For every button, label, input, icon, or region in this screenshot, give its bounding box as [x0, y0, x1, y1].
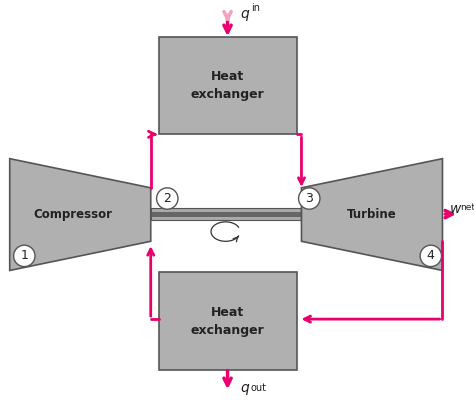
Text: 4: 4 — [427, 249, 435, 262]
Text: 3: 3 — [305, 192, 313, 205]
Text: $q$: $q$ — [240, 8, 250, 23]
Circle shape — [420, 245, 441, 266]
Bar — [151, 212, 301, 216]
Circle shape — [299, 188, 320, 209]
Text: net: net — [460, 203, 474, 212]
Text: Compressor: Compressor — [34, 208, 112, 220]
Polygon shape — [10, 159, 151, 270]
Polygon shape — [301, 159, 442, 270]
Text: 1: 1 — [20, 249, 28, 262]
Bar — [151, 208, 301, 220]
Bar — [158, 37, 297, 134]
Text: Turbine: Turbine — [346, 208, 396, 220]
Text: $q$: $q$ — [240, 382, 250, 397]
Bar — [158, 272, 297, 370]
Text: $w$: $w$ — [449, 202, 463, 216]
Text: in: in — [251, 3, 260, 13]
Circle shape — [156, 188, 178, 209]
Circle shape — [14, 245, 35, 266]
Text: 2: 2 — [164, 192, 171, 205]
Text: Heat
exchanger: Heat exchanger — [191, 306, 264, 336]
Text: out: out — [251, 383, 267, 393]
Text: Heat
exchanger: Heat exchanger — [191, 70, 264, 101]
